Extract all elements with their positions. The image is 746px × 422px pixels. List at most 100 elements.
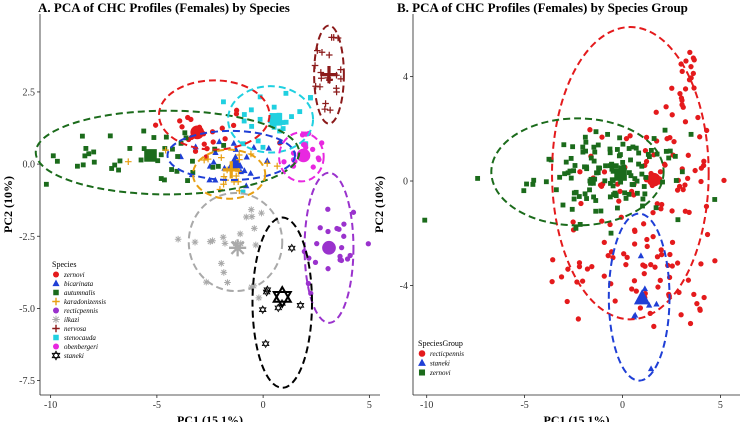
point-recticpennis [650, 209, 656, 216]
point-nervosa [316, 83, 324, 91]
point-ilkazi [221, 240, 229, 247]
point-karadonizensis [218, 154, 225, 161]
point-zernovi [563, 159, 569, 165]
point-recticpennis [341, 221, 347, 227]
point-recticpennis [599, 218, 605, 224]
point-recticpennis [341, 233, 347, 239]
point-autumnalis [190, 158, 195, 164]
point-ilkazi [258, 209, 265, 217]
legend-key-stenocauda [53, 334, 59, 341]
point-ilkazi [247, 206, 255, 213]
point-recticpennis [669, 208, 675, 214]
point-zernovi [192, 148, 199, 154]
point-zernovi [645, 151, 651, 157]
point-zernovi [568, 175, 574, 181]
legend-title: Species [52, 260, 76, 269]
point-zernovi [562, 171, 568, 177]
point-stenocauda [307, 95, 313, 101]
y-tick-label: -2.5 [19, 232, 35, 243]
point-recticpennis [680, 104, 686, 110]
point-autumnalis [75, 163, 80, 169]
legend-item-staneki: staneki [418, 358, 450, 368]
point-ilkazi [191, 238, 199, 246]
point-recticpennis [655, 284, 661, 290]
point-karadonizensis [220, 180, 227, 188]
centroid-staneki [633, 289, 651, 305]
point-recticpennis [576, 263, 583, 270]
point-autumnalis [79, 133, 85, 139]
point-recticpennis [637, 305, 644, 311]
point-recticpennis [631, 278, 638, 284]
legend-item-zernovi: zernovi [53, 271, 85, 279]
point-zernovi [603, 163, 608, 169]
point-obenbergeri [281, 159, 287, 165]
point-autumnalis [80, 162, 86, 168]
y-axis-label: PC2 (10%) [1, 176, 15, 233]
point-staneki [653, 300, 660, 307]
point-ilkazi [202, 278, 210, 286]
point-recticpennis [642, 147, 649, 154]
point-recticpennis [584, 266, 591, 272]
point-karadonizensis [273, 162, 281, 170]
ellipse-zernovi [490, 117, 665, 227]
point-zernovi [201, 141, 207, 147]
point-autumnalis [86, 151, 92, 157]
point-zernovi [618, 179, 624, 185]
point-recticpennis [669, 263, 675, 269]
legend-key-autumnalis [53, 289, 59, 296]
point-recticpennis [659, 201, 665, 208]
y-tick-label: 0.0 [23, 160, 36, 171]
point-recticpennis [654, 254, 661, 260]
point-staneki [630, 313, 637, 320]
point-autumnalis [112, 162, 118, 168]
point-zernovi [609, 166, 615, 172]
legend-key-recticpennis [418, 350, 426, 357]
point-ilkazi [255, 294, 263, 302]
point-zernovi [560, 202, 566, 208]
legend-item-nervosa: nervosa [52, 324, 87, 333]
point-zernovi [651, 136, 657, 141]
point-staneki [274, 303, 283, 313]
point-recticpennis [657, 169, 664, 175]
point-stenocauda [221, 99, 226, 105]
point-zernovi [588, 176, 594, 182]
point-recticpennis [682, 208, 688, 214]
point-autumnalis [162, 146, 168, 151]
legend-item-recticpennis: recticpennis [418, 350, 464, 358]
point-nervosa [321, 105, 329, 113]
point-recticpennis [312, 259, 319, 265]
point-autumnalis [162, 177, 167, 183]
chart-panel-b: B. PCA of CHC Profiles (Females) by Spec… [372, 0, 740, 422]
point-zernovi [629, 182, 635, 187]
point-autumnalis [141, 146, 147, 152]
point-recticpennis [643, 158, 650, 165]
point-karadonizensis [232, 172, 240, 180]
point-autumnalis [109, 166, 115, 171]
point-ilkazi [236, 230, 244, 238]
point-recticpennis [347, 252, 353, 259]
point-nervosa [328, 34, 335, 41]
point-autumnalis [183, 135, 189, 141]
point-recticpennis [704, 231, 711, 238]
point-obenbergeri [316, 156, 322, 163]
point-recticpennis [365, 241, 371, 247]
point-autumnalis [215, 163, 221, 169]
legend-key-staneki [51, 350, 61, 361]
point-zernovi [561, 142, 567, 148]
legend-key-obenbergeri [53, 343, 59, 350]
point-karadonizensis [162, 146, 169, 154]
point-nervosa [333, 88, 340, 96]
point-recticpennis [325, 206, 331, 212]
point-bicarinata [247, 169, 254, 176]
legend-label: stenocauda [64, 334, 96, 342]
point-zernovi [607, 194, 613, 200]
ellipse-zernovi [158, 79, 271, 151]
point-bicarinata [241, 167, 248, 174]
point-staneki [258, 305, 267, 315]
point-autumnalis [221, 142, 227, 148]
point-karadonizensis [204, 155, 212, 163]
point-zernovi [675, 217, 681, 223]
point-stenocauda [241, 112, 247, 117]
point-ilkazi [252, 241, 260, 249]
